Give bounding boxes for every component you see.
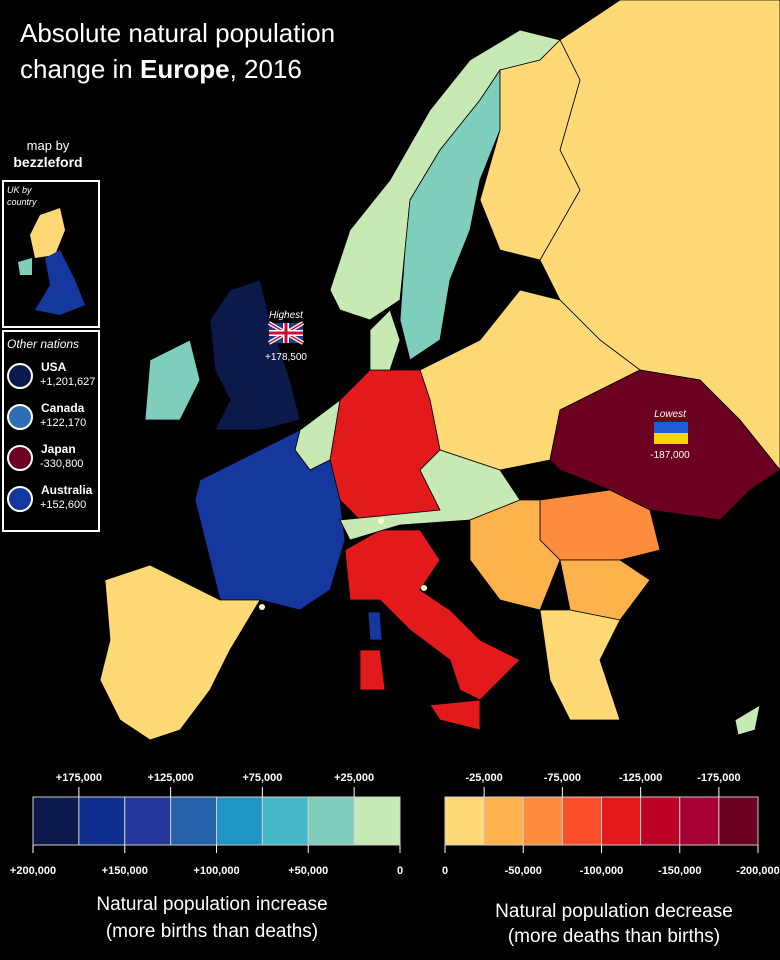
- microstate: [378, 518, 384, 524]
- country: [559, 559, 651, 621]
- nation-swatch: [7, 404, 33, 430]
- country: [369, 309, 401, 371]
- legend-swatch: [216, 796, 263, 846]
- inset-region: [30, 208, 65, 258]
- legend-swatch: [640, 796, 681, 846]
- nation-value: +122,170: [40, 417, 86, 429]
- tick-label: -100,000: [580, 865, 623, 877]
- tick-label: -200,000: [736, 865, 779, 877]
- title-part: Europe: [140, 54, 230, 84]
- legend-swatch: [170, 796, 217, 846]
- title: Absolute natural population: [20, 18, 335, 48]
- tick-label: +25,000: [334, 772, 374, 784]
- tick-label: +100,000: [193, 865, 239, 877]
- country: [429, 699, 481, 731]
- title-part: change in: [20, 54, 140, 84]
- country: [367, 611, 383, 641]
- country: [539, 609, 621, 721]
- nation-swatch: [7, 486, 33, 512]
- tick-label: +150,000: [102, 865, 148, 877]
- uk-flag: [267, 321, 305, 345]
- country: [399, 68, 501, 361]
- microstate: [421, 585, 427, 591]
- country: [194, 429, 346, 611]
- nation-value: +1,201,627: [40, 376, 95, 388]
- country: [359, 649, 386, 691]
- lowest-label: Lowest: [654, 409, 687, 420]
- tick-label: +200,000: [10, 865, 56, 877]
- country: [339, 449, 521, 541]
- country: [344, 529, 521, 701]
- legend-swatch: [601, 796, 642, 846]
- nation-name: Australia: [41, 483, 93, 497]
- nation-name: Japan: [41, 442, 76, 456]
- credit: bezzleford: [13, 154, 82, 170]
- legend-swatch: [261, 796, 309, 846]
- legend-swatch: [124, 796, 172, 846]
- inset-region: [35, 250, 85, 315]
- tick-label: -175,000: [697, 772, 740, 784]
- highest-value: +178,500: [265, 352, 307, 363]
- lowest-value: -187,000: [650, 450, 690, 461]
- flag: [269, 323, 303, 343]
- legend-swatch: [561, 796, 602, 846]
- legend-swatch: [307, 796, 355, 846]
- legend-swatch: [353, 796, 401, 846]
- legend-swatch: [444, 796, 485, 846]
- nation-swatch: [7, 363, 33, 389]
- tick-label: -50,000: [505, 865, 542, 877]
- ukraine-flag: [654, 433, 688, 444]
- nations-heading: Other nations: [7, 337, 79, 351]
- tick-label: +75,000: [242, 772, 282, 784]
- country: [734, 704, 761, 736]
- legend-caption: Natural population increase: [96, 894, 327, 915]
- nations-list: USA +1,201,627 Canada +122,170 Japan -330,800…: [7, 360, 95, 512]
- country: [549, 369, 780, 521]
- legend-swatch: [718, 796, 759, 846]
- nation-swatch: [7, 445, 33, 471]
- credit: map by: [27, 138, 70, 153]
- tick-label: 0: [442, 865, 448, 877]
- tick-label: 0: [397, 865, 403, 877]
- inset-label: UK by: [7, 185, 32, 195]
- ukraine-flag: [654, 422, 688, 433]
- title-part: , 2016: [230, 54, 302, 84]
- legend-swatch: [32, 796, 80, 846]
- title: change in Europe, 2016: [20, 54, 302, 84]
- country: [144, 339, 201, 421]
- country: [479, 39, 581, 261]
- inset-region: [18, 258, 32, 275]
- nation-name: USA: [41, 360, 67, 374]
- inset-label: country: [7, 197, 37, 207]
- legend-swatch: [679, 796, 720, 846]
- legend-swatch: [483, 796, 524, 846]
- legend: +175,000 +125,000 +75,000 +25,000 +200,000 +1…: [10, 772, 780, 947]
- country: [99, 564, 261, 741]
- legend-caption: (more deaths than births): [508, 926, 720, 947]
- nation-value: -330,800: [40, 458, 83, 470]
- tick-label: -75,000: [544, 772, 581, 784]
- legend-caption: (more births than deaths): [106, 921, 318, 942]
- tick-label: +125,000: [148, 772, 194, 784]
- tick-label: -25,000: [465, 772, 502, 784]
- country: [209, 279, 301, 431]
- tick-label: -125,000: [619, 772, 662, 784]
- nation-name: Canada: [41, 401, 85, 415]
- legend-caption: Natural population decrease: [495, 901, 733, 922]
- microstate: [259, 604, 265, 610]
- tick-label: -150,000: [658, 865, 701, 877]
- legend-swatch: [522, 796, 563, 846]
- map: [99, 0, 780, 741]
- tick-label: +175,000: [56, 772, 102, 784]
- legend-swatch: [78, 796, 126, 846]
- tick-label: +50,000: [288, 865, 328, 877]
- nation-value: +152,600: [40, 499, 86, 511]
- highest-label: Highest: [269, 310, 304, 321]
